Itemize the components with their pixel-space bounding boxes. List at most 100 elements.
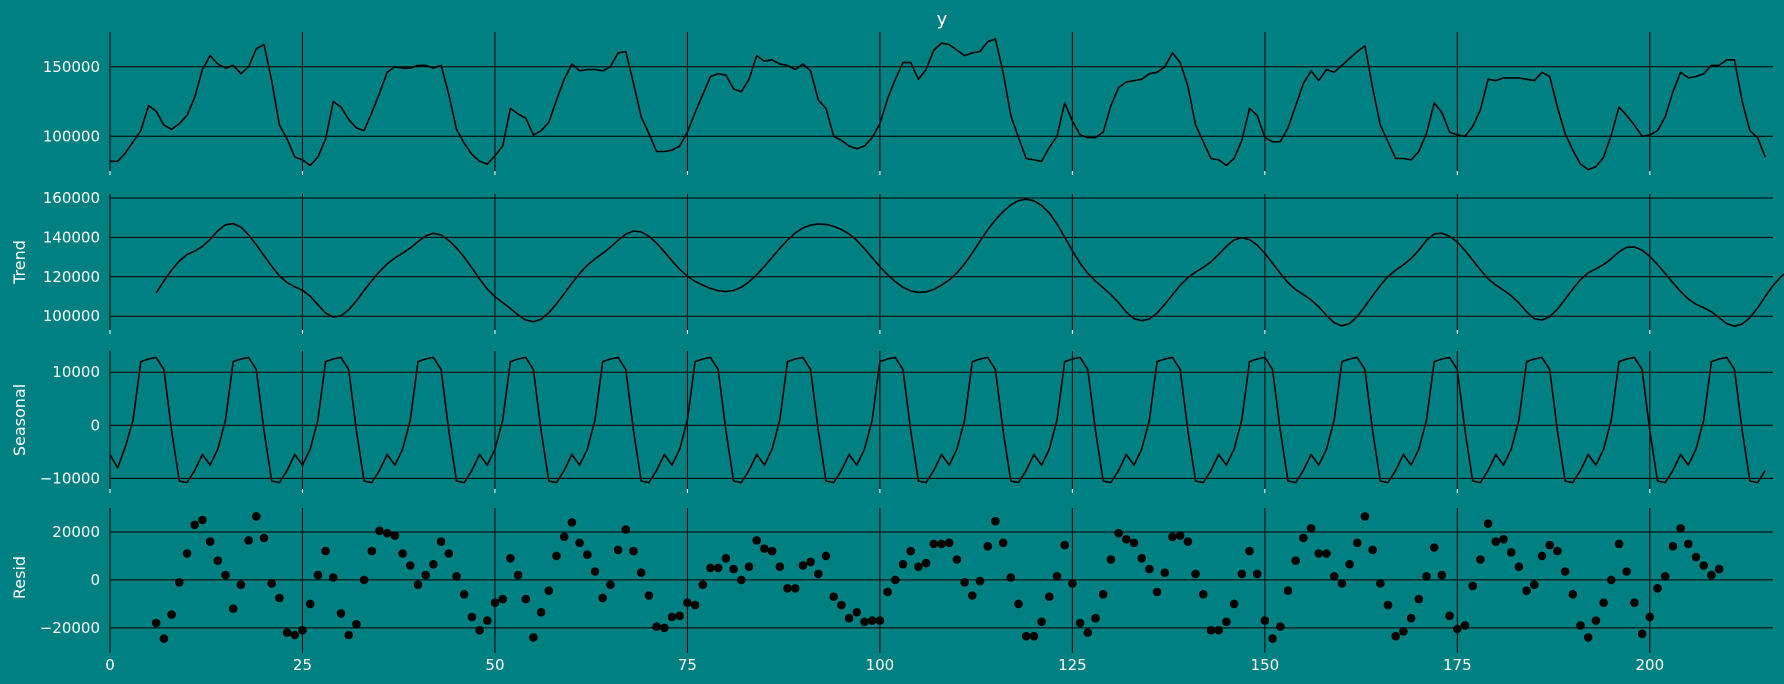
series-line-trend (155, 198, 1784, 328)
resid-point (1276, 622, 1285, 631)
chart-title: y (937, 9, 948, 30)
resid-point (1645, 612, 1655, 622)
resid-point (1337, 579, 1347, 588)
x-tick-label: 75 (678, 656, 697, 674)
resid-point (167, 610, 176, 619)
resid-point (213, 556, 223, 565)
resid-point (1668, 542, 1678, 551)
resid-point (929, 539, 939, 549)
resid-point (883, 587, 892, 597)
resid-point (606, 580, 615, 589)
x-tick-label: 150 (1251, 656, 1280, 674)
resid-point (613, 545, 623, 555)
resid-point (667, 612, 677, 622)
resid-point (1429, 543, 1439, 552)
y-tick-label: 0 (90, 416, 100, 434)
resid-point (744, 562, 754, 571)
resid-point (1560, 567, 1570, 576)
resid-point (675, 611, 684, 621)
resid-point (629, 546, 638, 556)
resid-point (752, 536, 761, 545)
resid-point (767, 546, 777, 556)
resid-point (1460, 621, 1470, 630)
y-tick-label: 120000 (43, 268, 100, 286)
resid-point (1514, 562, 1524, 571)
resid-point (1152, 587, 1162, 597)
resid-point (1214, 625, 1223, 635)
resid-point (1252, 569, 1262, 579)
resid-point (806, 557, 815, 567)
resid-point (329, 573, 338, 582)
x-tick-label: 100 (866, 656, 895, 674)
resid-point (1260, 616, 1270, 625)
resid-point (552, 551, 561, 561)
resid-point (1537, 551, 1547, 561)
resid-point (660, 623, 669, 633)
resid-point (721, 554, 731, 563)
resid-point (991, 516, 1000, 526)
panel-seasonal: −10000 0 10000 Seasonal (10, 351, 1773, 493)
resid-point (1545, 540, 1554, 550)
series-line-observed (110, 38, 1767, 171)
y-tick-label: −10000 (40, 469, 100, 487)
resid-point (1329, 572, 1339, 581)
resid-point (713, 563, 723, 573)
resid-point (559, 532, 569, 542)
resid-point (690, 600, 700, 610)
resid-point (1406, 613, 1416, 623)
resid-point (798, 561, 808, 570)
resid-point (390, 531, 400, 540)
x-tick-label: 0 (105, 656, 115, 674)
resid-point (1199, 590, 1208, 599)
resid-point (814, 569, 823, 579)
resid-point (698, 580, 708, 589)
resid-point (236, 580, 246, 589)
y-tick-label: 140000 (43, 228, 100, 246)
resid-point (190, 520, 199, 530)
resid-point (1006, 573, 1016, 582)
resid-point (1607, 575, 1616, 585)
resid-point (1314, 549, 1324, 558)
resid-point (205, 537, 215, 546)
resid-point (1530, 580, 1539, 589)
resid-point (683, 598, 692, 607)
y-tick-label: 100000 (43, 307, 100, 325)
resid-point (1468, 581, 1477, 591)
resid-point (983, 542, 992, 551)
resid-point (1122, 534, 1131, 544)
y-tick-label: −20000 (40, 619, 100, 637)
resid-point (529, 633, 538, 642)
resid-point (1483, 519, 1493, 528)
panel-trend: 100000 120000 140000 160000 Trend (10, 189, 1784, 334)
resid-point (875, 616, 885, 625)
resid-point (536, 608, 546, 617)
resid-point (852, 608, 862, 617)
resid-point (844, 613, 854, 623)
resid-point (921, 558, 931, 568)
resid-point (1060, 540, 1069, 550)
resid-point (1583, 633, 1593, 642)
resid-point (228, 604, 238, 613)
resid-point (998, 538, 1008, 548)
resid-point (1453, 624, 1462, 634)
y-tick-label: 150000 (43, 58, 100, 76)
resid-point (952, 555, 962, 564)
resid-point (1183, 537, 1193, 546)
resid-point (1045, 592, 1054, 601)
resid-point (1137, 554, 1146, 563)
resid-point (159, 634, 169, 643)
resid-point (1383, 600, 1393, 610)
resid-point (244, 536, 253, 545)
resid-point (944, 538, 954, 548)
resid-point (490, 598, 500, 607)
resid-point (975, 576, 985, 586)
resid-point (352, 619, 361, 629)
resid-point (1591, 616, 1601, 625)
resid-point (1299, 533, 1308, 543)
resid-point (1491, 537, 1501, 546)
resid-point (775, 562, 785, 571)
resid-point (837, 600, 846, 610)
resid-point (590, 567, 600, 576)
resid-point (382, 528, 392, 538)
